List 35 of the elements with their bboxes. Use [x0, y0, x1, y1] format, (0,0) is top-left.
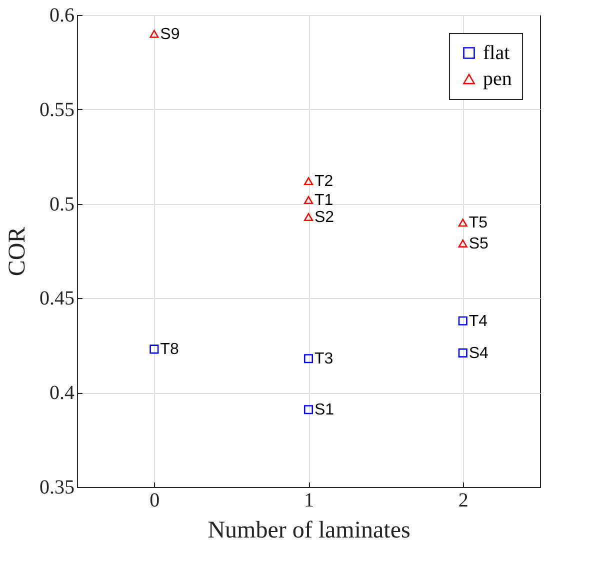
annotation: S5: [468, 235, 489, 252]
legend-label: pen: [483, 68, 512, 90]
point: [150, 344, 159, 354]
x-tick-label: 1: [304, 490, 314, 512]
point: [458, 316, 468, 326]
y-tick-label: 0.6: [50, 4, 74, 26]
point: [458, 218, 468, 227]
point: [150, 30, 159, 38]
y-tick-label: 0.45: [40, 288, 74, 310]
annotation: T1: [314, 192, 334, 210]
y-tick-label: 0.55: [40, 98, 74, 121]
point: [304, 177, 314, 186]
y-tick-label: 0.5: [50, 193, 74, 216]
x-tick-label: 0: [150, 490, 160, 512]
legend-label: flat: [483, 42, 510, 64]
point: [304, 196, 314, 204]
annotation: T8: [160, 341, 179, 358]
point: [304, 213, 314, 222]
point: [458, 348, 468, 358]
annotation: T2: [314, 173, 334, 190]
x-tick-label: 2: [458, 490, 468, 512]
annotation: S2: [314, 209, 334, 226]
annotation: T5: [468, 214, 488, 232]
point: [304, 405, 314, 414]
annotation: T4: [468, 312, 488, 330]
annotation: S1: [314, 402, 334, 419]
y-tick-label: 0.35: [40, 476, 74, 498]
annotation: S4: [468, 344, 489, 362]
point: [304, 354, 314, 364]
annotation: T3: [314, 350, 334, 368]
y-axis-title: COR: [4, 226, 30, 276]
y-tick-label: 0.4: [50, 382, 74, 404]
point: [458, 239, 468, 248]
x-axis-title: Number of laminates: [208, 518, 410, 544]
annotation: S9: [160, 26, 180, 43]
